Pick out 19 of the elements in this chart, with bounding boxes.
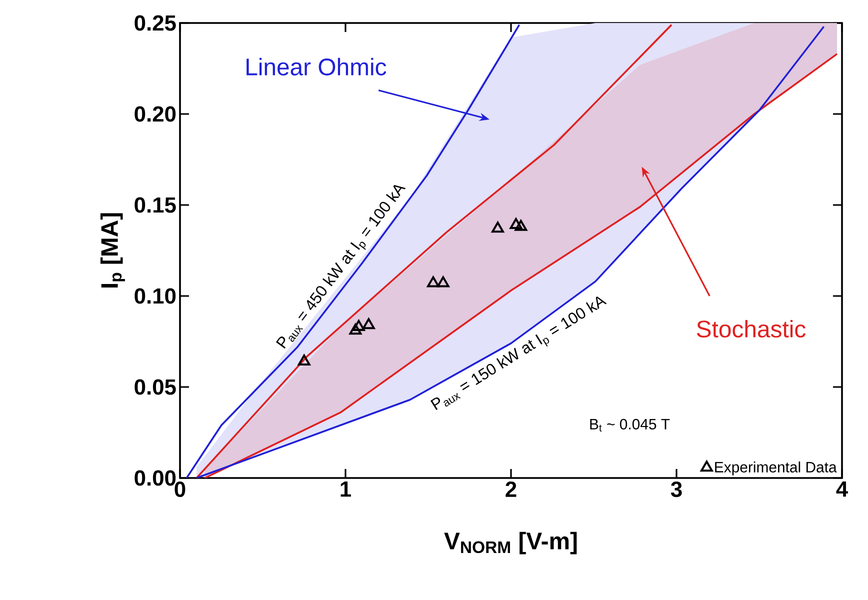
annotation: Stochastic	[696, 320, 806, 338]
x-tick-label: 2	[506, 482, 516, 497]
y-tick-label: 0.10	[134, 288, 176, 304]
annotation: P$_{aux}$ = 450 kW at I$_{p}$ = 100 kA	[276, 185, 406, 349]
annotation: B$_{t}$ ~ 0.045 T	[590, 418, 670, 432]
x-tick-label: 1	[340, 482, 351, 497]
legend-label: Experimental Data	[715, 461, 837, 476]
y-tick-label: 0.05	[134, 379, 176, 395]
y-tick-label: 0.20	[134, 106, 176, 122]
x-tick-label: 4	[836, 482, 848, 497]
y-tick-label: 0.25	[134, 15, 176, 31]
x-axis-title: V$_{NORM}$ [V-m]	[444, 532, 577, 554]
x-tick-label: 3	[670, 482, 682, 498]
x-tick-label: 0	[174, 482, 186, 498]
y-tick-label: 0.00	[134, 470, 176, 486]
annotation: P$_{aux}$ = 150 kW at I$_{p}$ = 100 kA	[430, 296, 607, 410]
annotation: Linear Ohmic	[246, 58, 386, 76]
y-axis-title: I$_{p}$ [MA]	[100, 213, 125, 288]
y-tick-label: 0.15	[134, 197, 176, 213]
